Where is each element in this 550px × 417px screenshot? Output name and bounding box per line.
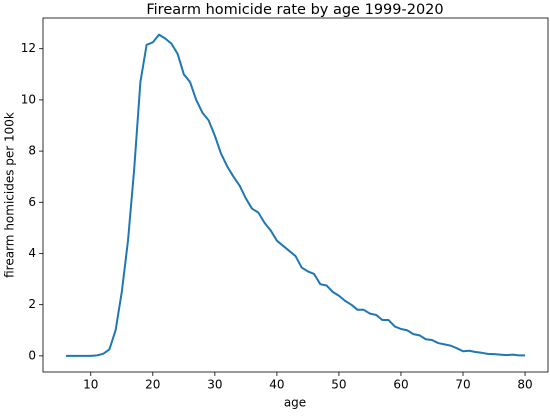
x-tick-label: 70 — [455, 378, 470, 392]
y-axis-label: firearm homicides per 100k — [3, 112, 17, 278]
x-tick-label: 20 — [145, 378, 160, 392]
x-tick-label: 30 — [207, 378, 222, 392]
chart-title: Firearm homicide rate by age 1999-2020 — [146, 2, 443, 18]
x-tick-label: 10 — [83, 378, 98, 392]
y-tick-label: 8 — [28, 144, 36, 158]
data-line — [65, 33, 526, 357]
x-axis-label: age — [284, 396, 306, 410]
y-tick-label: 6 — [28, 195, 36, 209]
plot-frame — [42, 17, 549, 373]
x-tick-label: 50 — [331, 378, 346, 392]
y-tick-label: 2 — [28, 297, 36, 311]
y-tick-label: 0 — [28, 348, 36, 362]
x-tick-label: 80 — [517, 378, 532, 392]
y-tick-label: 4 — [28, 246, 36, 260]
y-tick-label: 12 — [21, 41, 36, 55]
x-tick-label: 60 — [393, 378, 408, 392]
x-tick-label: 40 — [269, 378, 284, 392]
y-tick-label: 10 — [21, 92, 36, 106]
